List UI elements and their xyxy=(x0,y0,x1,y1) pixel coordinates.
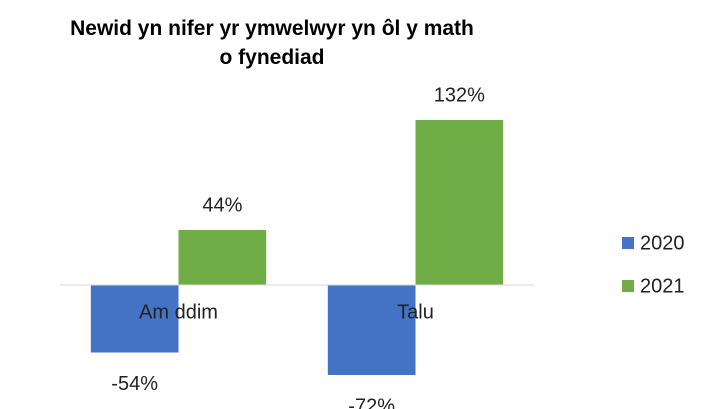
legend-label: 2021 xyxy=(640,275,685,297)
bar xyxy=(327,285,416,375)
bar xyxy=(415,120,504,285)
data-label: -54% xyxy=(111,373,158,395)
legend-swatch xyxy=(622,280,634,292)
legend-label: 2020 xyxy=(640,232,685,254)
legend-swatch xyxy=(622,237,634,249)
x-tick-label: Am ddim xyxy=(139,301,218,323)
data-label: -72% xyxy=(348,395,395,409)
chart-title: Newid yn nifer yr ymwelwyr yn ôl y math … xyxy=(70,17,474,69)
data-label: 132% xyxy=(434,84,485,106)
bar xyxy=(178,230,267,285)
data-label: 44% xyxy=(202,194,242,216)
bar xyxy=(90,285,179,353)
x-tick-label: Talu xyxy=(397,301,434,323)
